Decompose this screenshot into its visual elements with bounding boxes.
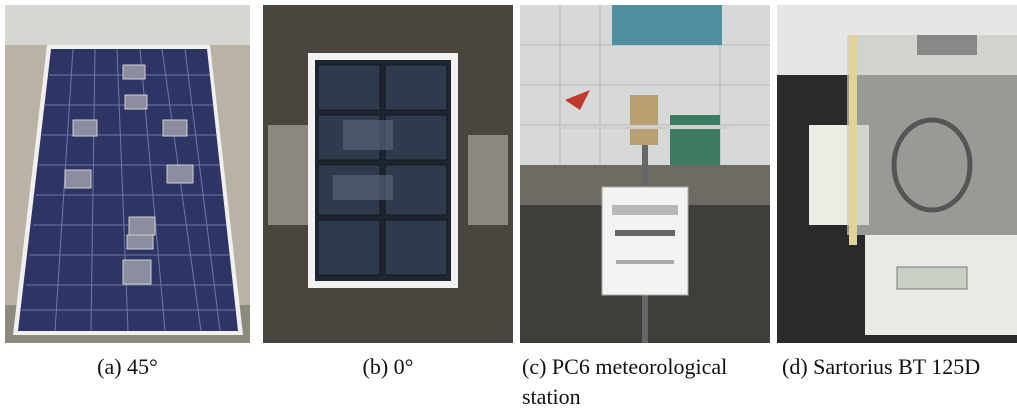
caption: (c) PC6 meteorological station [522,352,774,412]
figure: (a) 45° (b) 0° (c) PC6 meteorological st… [0,0,1017,412]
caption: (b) 0° [263,352,513,382]
photo-d [777,5,1017,343]
caption: (d) Sartorius BT 125D [782,352,1017,382]
photo-c [520,5,770,343]
photo-b [263,5,513,343]
caption: (a) 45° [5,352,250,382]
photo-a [5,5,250,343]
